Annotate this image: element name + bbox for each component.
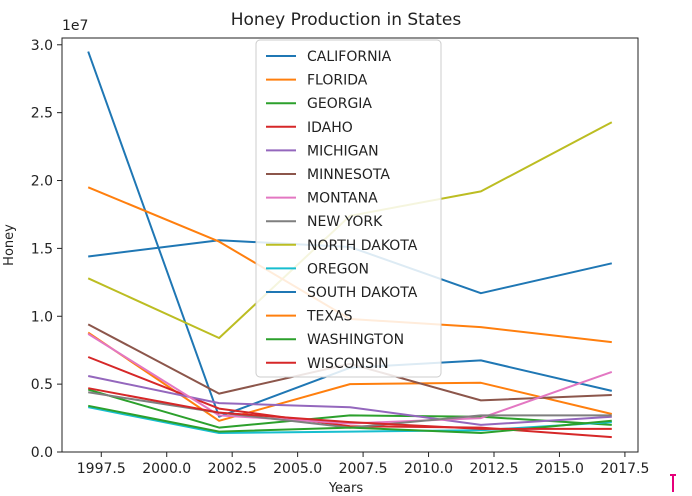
chart-title: Honey Production in States: [231, 10, 462, 30]
x-tick-label: 2005.0: [273, 461, 322, 477]
legend-label: WISCONSIN: [307, 356, 389, 372]
legend-label: MINNESOTA: [307, 167, 390, 183]
legend-label: OREGON: [307, 261, 369, 277]
y-axis-label: Honey: [2, 224, 17, 266]
y-tick-label: 3.0: [31, 38, 53, 54]
legend-label: SOUTH DAKOTA: [307, 285, 418, 301]
legend-label: WASHINGTON: [307, 332, 404, 348]
legend-label: NEW YORK: [307, 214, 383, 230]
series-line-michigan: [87, 375, 612, 426]
legend-label: CALIFORNIA: [307, 49, 392, 65]
x-tick-label: 2017.5: [600, 461, 649, 477]
series-line-georgia: [87, 388, 612, 429]
x-tick-label: 1997.5: [77, 461, 126, 477]
series-line-montana: [87, 333, 613, 425]
text-cursor-marker: [670, 474, 676, 492]
y-tick-label: 0.5: [31, 377, 53, 393]
series-line-idaho: [87, 356, 612, 439]
y-tick-label: 0.0: [31, 445, 53, 461]
x-tick-label: 2002.5: [208, 461, 257, 477]
x-tick-label: 2010.0: [404, 461, 453, 477]
legend-label: MONTANA: [307, 191, 378, 207]
chart-legend: CALIFORNIA FLORIDA GEORGIA IDAHO MICHIGAN MIN…: [255, 39, 442, 378]
y-tick-label: 2.0: [31, 174, 53, 190]
x-tick-label: 2000.0: [142, 461, 191, 477]
legend-label: FLORIDA: [307, 73, 368, 89]
legend-label: MICHIGAN: [307, 143, 379, 159]
legend-label: GEORGIA: [307, 96, 372, 112]
x-tick-label: 2015.0: [535, 461, 584, 477]
legend-label: NORTH DAKOTA: [307, 238, 418, 254]
series-line-wisconsin: [88, 387, 612, 430]
y-tick-label: 2.5: [31, 106, 53, 122]
legend-label: IDAHO: [307, 120, 353, 136]
series-line-oregon: [88, 406, 612, 434]
x-tick-label: 2012.5: [470, 461, 519, 477]
y-axis-offset-label: 1e7: [62, 18, 88, 34]
legend-box: [255, 39, 442, 378]
y-tick-label: 1.0: [31, 309, 53, 325]
y-tick-label: 1.5: [31, 241, 53, 257]
plot-area-frame: [61, 37, 639, 453]
x-tick-label: 2007.5: [339, 461, 388, 477]
x-axis-label: Years: [328, 481, 364, 496]
legend-label: TEXAS: [306, 309, 353, 325]
